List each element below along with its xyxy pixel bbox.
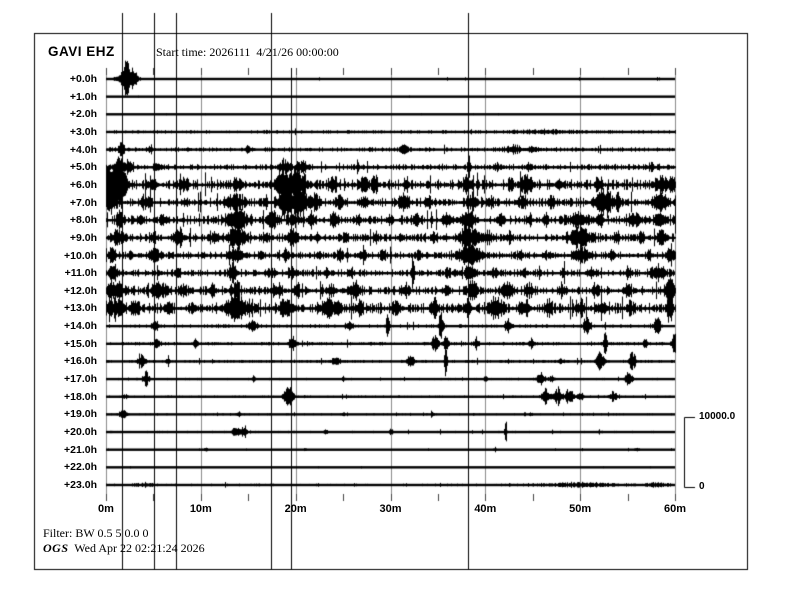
minute-label: 10m bbox=[189, 503, 212, 515]
org-label: OGS bbox=[43, 541, 69, 555]
hour-label: +8.0h bbox=[69, 214, 97, 227]
minute-label: 0m bbox=[98, 503, 114, 515]
hour-label: +10.0h bbox=[64, 249, 97, 262]
hour-label: +2.0h bbox=[69, 108, 97, 121]
hour-label: +17.0h bbox=[64, 373, 97, 386]
minute-label: 60m bbox=[663, 503, 687, 515]
hour-label: +6.0h bbox=[69, 178, 97, 191]
hour-label: +20.0h bbox=[64, 426, 97, 439]
generated-timestamp: Wed Apr 22 02:21:24 2026 bbox=[68, 541, 205, 555]
hour-label: +15.0h bbox=[64, 337, 97, 350]
hour-label: +1.0h bbox=[69, 90, 97, 103]
footer-credit: OGS Wed Apr 22 02:21:24 2026 bbox=[43, 541, 205, 556]
hour-label: +0.0h bbox=[69, 73, 97, 85]
hour-label: +12.0h bbox=[64, 284, 97, 297]
hour-label: +4.0h bbox=[69, 143, 97, 156]
hour-label: +13.0h bbox=[64, 302, 97, 315]
hour-label: +11.0h bbox=[64, 267, 97, 280]
scale-max-label: 10000.0 bbox=[699, 411, 736, 422]
hour-label: +21.0h bbox=[64, 443, 97, 456]
hour-label: +22.0h bbox=[64, 461, 97, 474]
minute-label: 50m bbox=[569, 503, 592, 515]
filter-label: Filter: BW 0.5 5 0.0 0 bbox=[43, 526, 149, 540]
start-time-label: Start time: 2026111 4/21/26 00:00:00 bbox=[156, 45, 339, 59]
hour-label: +7.0h bbox=[69, 196, 97, 209]
hour-label: +3.0h bbox=[69, 125, 97, 138]
hour-label: +14.0h bbox=[64, 320, 97, 333]
hour-label: +9.0h bbox=[69, 231, 97, 244]
hour-label: +16.0h bbox=[64, 355, 97, 368]
minute-label: 30m bbox=[379, 503, 402, 515]
scale-min-label: 0 bbox=[699, 481, 705, 492]
hour-label: +5.0h bbox=[69, 161, 97, 174]
minute-label: 40m bbox=[474, 503, 497, 515]
hour-label: +23.0h bbox=[64, 478, 97, 491]
station-title: GAVI EHZ bbox=[48, 44, 115, 59]
hour-label: +19.0h bbox=[64, 408, 97, 421]
hour-label: +18.0h bbox=[64, 390, 97, 403]
minute-label: 20m bbox=[284, 503, 307, 515]
